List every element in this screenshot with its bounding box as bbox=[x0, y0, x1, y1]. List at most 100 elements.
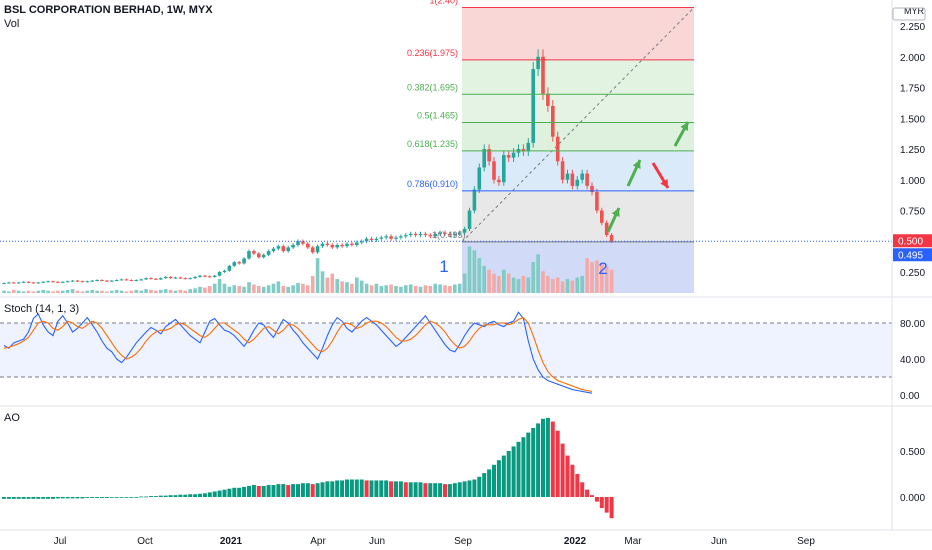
ao-bar bbox=[6, 497, 11, 499]
ao-bar bbox=[281, 484, 286, 497]
volume-bar bbox=[119, 290, 124, 293]
ao-bar bbox=[178, 494, 183, 497]
ao-bar bbox=[315, 483, 320, 497]
ao-tick: 0.500 bbox=[900, 447, 925, 458]
ao-bar bbox=[462, 481, 467, 497]
candle-body bbox=[61, 281, 65, 283]
candle-body bbox=[389, 236, 393, 239]
candle-body bbox=[114, 279, 119, 281]
candle-body bbox=[65, 281, 70, 283]
volume-bar bbox=[423, 285, 428, 293]
candle-body bbox=[80, 281, 85, 283]
ao-bar bbox=[359, 479, 364, 497]
volume-bar bbox=[359, 280, 364, 293]
candle-body bbox=[100, 279, 104, 281]
candle-body bbox=[168, 276, 173, 279]
volume-bar bbox=[502, 269, 506, 293]
last-price-badge bbox=[893, 248, 932, 262]
volume-bar bbox=[281, 286, 286, 293]
fib-level-label: 0.786(0.910) bbox=[407, 179, 458, 189]
volume-bar bbox=[546, 275, 550, 293]
candle-body bbox=[85, 281, 90, 283]
ao-bar bbox=[198, 493, 202, 497]
candle-body bbox=[310, 247, 315, 253]
candle-body bbox=[482, 149, 486, 168]
volume-bar bbox=[335, 279, 339, 293]
ao-bar bbox=[501, 455, 506, 497]
ao-bar bbox=[550, 421, 555, 497]
ao-bar bbox=[477, 476, 482, 497]
ao-bar bbox=[447, 484, 452, 497]
candle-body bbox=[159, 278, 163, 280]
volume-bar bbox=[286, 286, 290, 293]
ao-bar bbox=[521, 437, 526, 497]
volume-bar bbox=[227, 286, 232, 293]
ao-bar bbox=[222, 489, 227, 497]
volume-bar bbox=[565, 279, 570, 293]
volume-bar bbox=[516, 279, 521, 293]
price-tick: 2.000 bbox=[900, 53, 925, 64]
candle-body bbox=[404, 235, 408, 237]
volume-bar bbox=[183, 290, 188, 293]
fib-zone bbox=[462, 59, 694, 95]
candle-body bbox=[227, 265, 232, 271]
ao-bar bbox=[472, 479, 477, 497]
ao-bar bbox=[320, 482, 325, 497]
ao-bar bbox=[408, 482, 413, 497]
ao-bar bbox=[335, 480, 340, 497]
candle-body bbox=[604, 222, 609, 236]
fib-zones bbox=[461, 7, 695, 293]
candle-body bbox=[247, 251, 251, 259]
volume-bar bbox=[428, 286, 433, 293]
candle-body bbox=[320, 243, 325, 247]
candle-body bbox=[585, 173, 589, 186]
volume-bar bbox=[75, 290, 80, 293]
ao-bar bbox=[119, 497, 124, 498]
volume-bar bbox=[600, 263, 604, 293]
fib-zone bbox=[462, 7, 694, 60]
ao-bar bbox=[207, 492, 212, 497]
candle-body bbox=[232, 262, 237, 266]
fib-zone bbox=[462, 122, 694, 151]
volume-bar bbox=[345, 282, 349, 293]
candle-body bbox=[203, 275, 207, 277]
volume-bar bbox=[315, 258, 320, 293]
candle-body bbox=[163, 276, 168, 279]
time-tick: 2022 bbox=[564, 536, 587, 547]
candle-body bbox=[7, 282, 11, 284]
volume-bar bbox=[271, 283, 276, 293]
ao-bar bbox=[129, 497, 134, 498]
candle-body bbox=[149, 278, 153, 280]
ao-bar bbox=[36, 497, 41, 499]
ao-bar bbox=[310, 484, 315, 497]
ao-bar bbox=[60, 497, 65, 499]
ao-bar bbox=[296, 484, 300, 497]
ao-bar bbox=[452, 483, 457, 497]
ao-bar bbox=[575, 474, 580, 497]
candle-body bbox=[257, 253, 261, 258]
candle-body bbox=[502, 155, 506, 183]
candle-body bbox=[330, 244, 335, 248]
ao-bar bbox=[41, 497, 46, 499]
volume-bar bbox=[310, 275, 315, 293]
volume-bar bbox=[193, 288, 197, 293]
ao-bar bbox=[330, 481, 335, 497]
volume-bar bbox=[408, 284, 413, 293]
volume-bar bbox=[301, 283, 305, 293]
arrow-head bbox=[611, 208, 620, 217]
candle-body bbox=[355, 242, 359, 245]
volume-bar bbox=[208, 286, 212, 293]
time-tick: Jun bbox=[369, 536, 385, 547]
volume-bar bbox=[609, 269, 614, 293]
candle-body bbox=[325, 243, 330, 245]
volume-bar bbox=[448, 286, 452, 293]
candle-body bbox=[492, 161, 496, 180]
volume-bar bbox=[443, 285, 447, 293]
price-tick: 1.750 bbox=[900, 84, 925, 95]
volume-bar bbox=[418, 286, 423, 293]
volume-bar bbox=[482, 265, 486, 293]
candle-body bbox=[570, 173, 575, 186]
arrow-head bbox=[660, 179, 668, 188]
ao-bar bbox=[433, 483, 438, 497]
